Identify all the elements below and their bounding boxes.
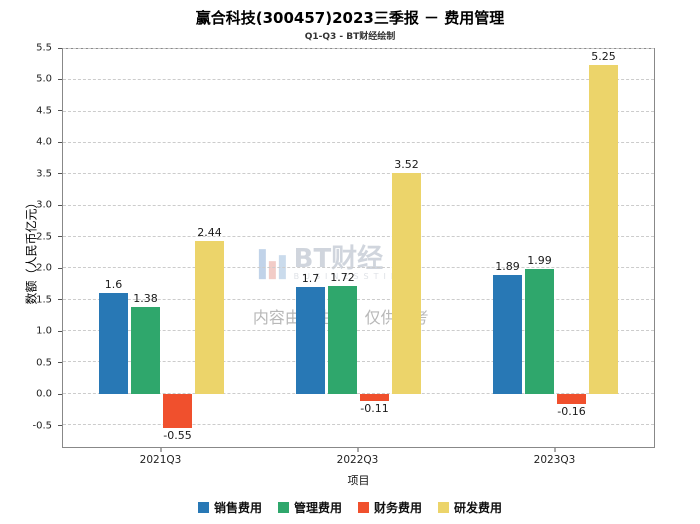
x-tick-mark xyxy=(160,448,161,452)
legend: 销售费用 管理费用 财务费用 研发费用 xyxy=(0,499,700,516)
y-tick-mark xyxy=(58,299,62,301)
y-tick-mark xyxy=(58,425,62,427)
gridline xyxy=(63,110,654,112)
bar-财务费用-2022Q3 xyxy=(360,393,389,401)
x-tick-label: 2022Q3 xyxy=(336,454,379,466)
y-tick-mark xyxy=(58,173,62,175)
bar-value-label: 1.7 xyxy=(301,272,320,286)
y-tick-mark xyxy=(58,47,62,49)
bar-value-label: 1.38 xyxy=(133,292,158,306)
y-tick-label: 1.0 xyxy=(36,325,52,337)
gridline xyxy=(63,392,654,394)
bar-value-label: -0.55 xyxy=(163,429,192,443)
bar-value-label: 5.25 xyxy=(591,49,616,63)
legend-item-财务费用: 财务费用 xyxy=(358,499,422,516)
gridline xyxy=(63,424,654,426)
gridline xyxy=(63,142,654,144)
x-tick-label: 2023Q3 xyxy=(533,454,576,466)
gridline xyxy=(63,236,654,238)
bar-value-label: 1.99 xyxy=(527,254,552,267)
y-tick-mark xyxy=(58,362,62,364)
legend-item-管理费用: 管理费用 xyxy=(277,499,342,516)
bar-管理费用-2023Q3 xyxy=(525,269,554,394)
y-tick-label: 4.0 xyxy=(36,136,52,148)
y-tick-mark xyxy=(58,204,62,206)
bt-logo-icon xyxy=(258,248,286,279)
y-tick-mark xyxy=(58,393,62,395)
y-tick-label: 3.0 xyxy=(36,199,52,211)
legend-item-销售费用: 销售费用 xyxy=(197,499,262,516)
bar-研发费用-2023Q3 xyxy=(589,64,618,394)
gridline xyxy=(63,361,654,363)
y-tick-label: 1.5 xyxy=(36,294,52,306)
legend-label: 财务费用 xyxy=(374,501,423,515)
bar-value-label: 1.6 xyxy=(104,278,123,292)
y-tick-label: 0.5 xyxy=(36,357,52,369)
legend-label: 销售费用 xyxy=(213,501,262,515)
bar-管理费用-2021Q3 xyxy=(131,307,160,394)
chart-title: 赢合科技(300457)2023三季报 － 费用管理 xyxy=(195,9,505,27)
x-axis-label: 项目 xyxy=(347,474,370,487)
y-tick-mark xyxy=(58,267,62,269)
y-tick-mark xyxy=(58,330,62,332)
bar-财务费用-2021Q3 xyxy=(163,393,192,429)
bar-管理费用-2022Q3 xyxy=(328,285,357,394)
gridline xyxy=(63,267,654,269)
bar-value-label: -0.11 xyxy=(360,401,389,415)
legend-swatch xyxy=(438,502,450,513)
bar-value-label: 1.89 xyxy=(495,260,520,274)
y-tick-mark xyxy=(58,141,62,143)
y-tick-label: 5.0 xyxy=(36,73,52,85)
y-tick-label: -0.5 xyxy=(32,420,52,432)
bar-销售费用-2022Q3 xyxy=(296,287,325,394)
y-tick-mark xyxy=(58,78,62,80)
bar-研发费用-2021Q3 xyxy=(195,240,224,394)
bar-value-label: 2.44 xyxy=(197,225,222,239)
bar-财务费用-2023Q3 xyxy=(557,393,586,404)
y-tick-label: 3.5 xyxy=(36,168,52,180)
x-tick-mark xyxy=(554,448,555,452)
legend-swatch xyxy=(358,502,369,513)
bar-value-label: 3.52 xyxy=(394,158,419,172)
x-tick-label: 2021Q3 xyxy=(139,454,182,466)
legend-swatch xyxy=(277,502,289,513)
gridline xyxy=(63,298,654,300)
y-tick-mark xyxy=(58,110,62,112)
y-tick-label: 2.0 xyxy=(36,262,52,274)
bar-value-label: 1.72 xyxy=(330,270,355,284)
gridline xyxy=(63,79,654,81)
plot-area: BT财经 BUSINESSTIMES 内容由AI生成，仅供参考 1.61.38-… xyxy=(62,48,655,448)
y-axis: -0.5 0.0 0.5 1.0 1.5 2.0 2.5 3.0 3.5 4.0 4.5 5.0 5.5 xyxy=(0,43,62,448)
y-tick-mark xyxy=(58,236,62,238)
bar-value-label: -0.16 xyxy=(557,404,586,418)
legend-item-研发费用: 研发费用 xyxy=(438,499,502,516)
x-axis: 2021Q3 2022Q3 2023Q3 xyxy=(62,448,655,474)
bar-销售费用-2023Q3 xyxy=(493,275,522,394)
legend-swatch xyxy=(197,502,209,513)
gridline xyxy=(63,173,654,175)
gridline xyxy=(63,330,654,332)
y-tick-label: 2.5 xyxy=(36,231,52,243)
legend-label: 管理费用 xyxy=(293,501,342,515)
y-tick-label: 0.0 xyxy=(36,388,52,400)
bar-研发费用-2022Q3 xyxy=(392,173,421,394)
bar-销售费用-2021Q3 xyxy=(99,293,128,394)
x-tick-mark xyxy=(357,448,358,452)
gridline xyxy=(63,204,654,206)
y-tick-label: 4.5 xyxy=(36,105,52,117)
gridline xyxy=(63,48,654,49)
chart-subtitle: Q1-Q3 - BT财经绘制 xyxy=(304,32,396,42)
y-tick-label: 5.5 xyxy=(36,42,52,54)
legend-label: 研发费用 xyxy=(454,501,503,515)
